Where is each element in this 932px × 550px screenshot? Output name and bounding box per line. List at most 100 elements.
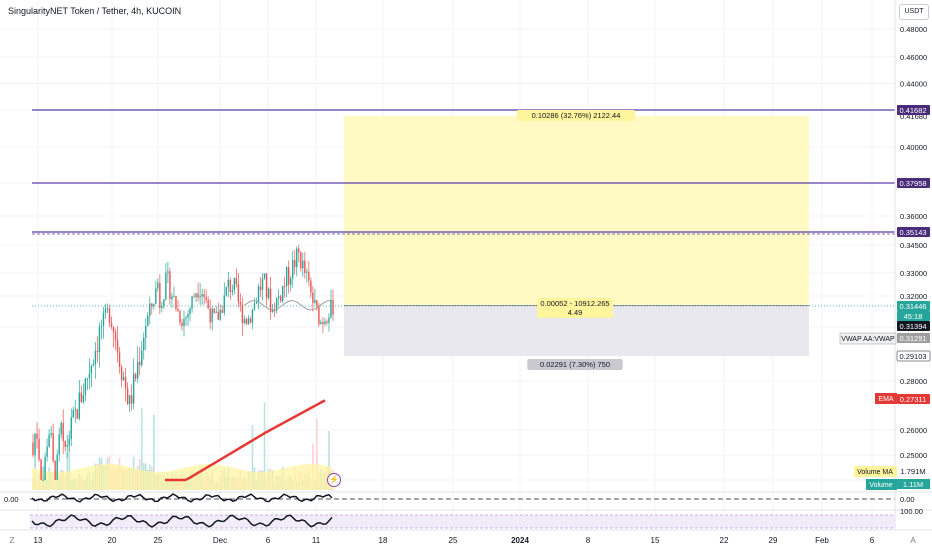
volume-bars xyxy=(32,402,334,490)
price-tick: 0.48000 xyxy=(900,25,927,34)
price-tick: 0.33000 xyxy=(900,269,927,278)
candle-body xyxy=(139,361,141,366)
volume-legend-bg xyxy=(866,479,897,490)
candle-body xyxy=(60,423,62,435)
time-label: 6 xyxy=(870,536,875,545)
price-tag: 45:18 xyxy=(904,312,923,321)
time-axis[interactable]: 13 20 25 Dec 6 11 18 25 2024 8 15 22 29 Feb 6 Z A xyxy=(0,529,932,545)
bolt-icon[interactable]: ⚡ xyxy=(327,473,341,487)
candle-body xyxy=(177,308,179,312)
candle-body xyxy=(249,318,252,323)
candle-body xyxy=(183,318,185,327)
candle-body xyxy=(328,317,330,323)
candle-body xyxy=(259,286,262,290)
price-axis[interactable]: 0.480000.460000.440000.416800.400000.380… xyxy=(894,0,931,530)
price-tick: 0.26000 xyxy=(900,426,927,435)
candle-body xyxy=(207,299,209,309)
time-label: 22 xyxy=(720,536,729,545)
candle-body xyxy=(36,433,38,439)
candle-body xyxy=(205,297,207,300)
candle-body xyxy=(74,409,76,411)
candle-body xyxy=(32,442,34,456)
timezone-label: Z xyxy=(10,536,15,545)
candle-body xyxy=(86,378,89,380)
candle-body xyxy=(285,267,288,287)
time-label: 15 xyxy=(651,536,660,545)
candle-body xyxy=(88,373,91,379)
price-tag: 0.31446 xyxy=(899,302,926,311)
time-label: 8 xyxy=(586,536,591,545)
candle-body xyxy=(326,321,328,323)
candle-body xyxy=(283,285,286,287)
price-tag: 0.37958 xyxy=(899,179,926,188)
candle-body xyxy=(261,278,264,290)
candle-body xyxy=(112,326,115,332)
time-label: 13 xyxy=(34,536,43,545)
candle-body xyxy=(304,260,306,273)
candle-body xyxy=(267,288,270,298)
candle-body xyxy=(44,456,46,480)
candle-body xyxy=(269,288,272,313)
candle-body xyxy=(332,300,334,315)
candle-body xyxy=(173,296,175,298)
candle-body xyxy=(318,306,320,325)
candle-body xyxy=(213,308,215,313)
candle-body xyxy=(189,308,191,314)
candle-body xyxy=(191,296,193,309)
candle-body xyxy=(247,318,250,325)
candle-body xyxy=(100,326,103,328)
oscillator-line xyxy=(31,493,333,503)
center-label-1: 0.00052 - 10912.265 xyxy=(540,299,609,308)
candle-body xyxy=(187,313,189,318)
candle-body xyxy=(128,395,131,405)
price-tick: 0.25000 xyxy=(900,451,927,460)
price-tag-bg xyxy=(896,350,931,362)
candle-body xyxy=(279,296,282,302)
candle-body xyxy=(104,308,107,313)
candle-body xyxy=(292,260,294,279)
candle-body xyxy=(165,272,167,300)
candle-body xyxy=(217,311,219,320)
candle-body xyxy=(94,350,97,365)
candle-body xyxy=(64,440,66,447)
candle-body xyxy=(215,311,217,313)
horizontal-lines[interactable] xyxy=(32,109,895,235)
time-label: Dec xyxy=(213,536,227,545)
candle-body xyxy=(134,373,137,379)
candle-body xyxy=(122,376,125,381)
candle-body xyxy=(324,321,326,325)
candle-body xyxy=(287,267,290,285)
volume-value: 1.11M xyxy=(903,480,923,489)
price-tick: 0.32000 xyxy=(900,292,927,301)
indicator-lines xyxy=(165,300,334,482)
candle-body xyxy=(136,361,139,379)
candle-body xyxy=(330,300,332,318)
price-tag-bg xyxy=(897,333,930,343)
overlay-labels: 0.10286 (32.76%) 2122.44 0.00052 - 10912.… xyxy=(516,110,897,490)
candle-body xyxy=(82,395,85,403)
volume-bar xyxy=(68,435,71,490)
candle-body xyxy=(239,302,242,305)
candle-body xyxy=(271,310,274,313)
volume-ma-legend: Volume MA xyxy=(857,469,893,476)
candle-body xyxy=(231,290,234,293)
candle-body xyxy=(211,308,213,323)
candle-body xyxy=(251,309,254,323)
candle-body xyxy=(197,293,199,298)
price-tag: 0.35143 xyxy=(899,228,926,237)
candle-body xyxy=(257,286,260,303)
candle-body xyxy=(42,480,44,481)
candle-body xyxy=(149,303,151,316)
currency-selector[interactable]: USDT xyxy=(899,4,929,20)
candle-body xyxy=(320,322,322,325)
position-zones[interactable] xyxy=(32,115,895,356)
candle-body xyxy=(66,444,68,447)
stop-label-bg xyxy=(527,359,623,370)
candle-body xyxy=(294,260,296,268)
candle-body xyxy=(209,308,211,323)
candle-body xyxy=(169,271,171,300)
center-label-2: 4.49 xyxy=(568,308,583,317)
candle-body xyxy=(141,350,143,366)
candle-body xyxy=(161,306,163,309)
